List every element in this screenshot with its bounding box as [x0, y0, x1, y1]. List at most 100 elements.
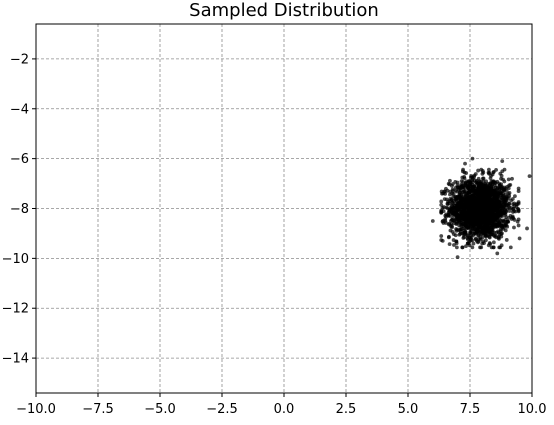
- scatter-point: [472, 230, 477, 234]
- scatter-point: [489, 245, 494, 250]
- scatter-point: [454, 199, 459, 203]
- scatter-point: [496, 213, 500, 218]
- scatter-point: [491, 207, 496, 211]
- scatter-point: [476, 192, 481, 197]
- scatter-point: [500, 169, 505, 174]
- scatter-point: [504, 215, 509, 219]
- scatter-point: [465, 241, 470, 246]
- scatter-point: [516, 223, 521, 228]
- scatter-point: [470, 156, 475, 161]
- scatter-point: [479, 245, 484, 250]
- x-tick-label: 5.0: [398, 402, 419, 417]
- scatter-point: [463, 161, 467, 166]
- scatter-point: [449, 210, 454, 215]
- scatter-point: [467, 189, 472, 194]
- scatter-point: [468, 220, 473, 224]
- scatter-point: [463, 219, 468, 224]
- scatter-point: [463, 189, 468, 193]
- scatter-point: [491, 240, 496, 245]
- x-tick-label: −7.5: [82, 402, 114, 417]
- scatter-point: [461, 231, 466, 235]
- chart-title: Sampled Distribution: [189, 0, 379, 21]
- scatter-point: [501, 219, 506, 224]
- scatter-point: [448, 192, 452, 197]
- scatter-point: [496, 236, 501, 240]
- scatter-point: [508, 245, 513, 250]
- scatter-point: [487, 167, 491, 172]
- scatter-point: [462, 235, 466, 239]
- scatter-point: [469, 174, 474, 178]
- scatter-point: [479, 167, 484, 172]
- scatter-point: [502, 224, 507, 229]
- scatter-point: [459, 192, 464, 197]
- scatter-point: [497, 209, 502, 214]
- scatter-point: [455, 183, 460, 188]
- scatter-point: [502, 198, 506, 203]
- scatter-point: [486, 181, 491, 186]
- scatter-point: [507, 201, 512, 206]
- scatter-point: [451, 232, 456, 237]
- scatter-point: [485, 204, 490, 209]
- scatter-point: [517, 236, 522, 241]
- scatter-point: [503, 228, 508, 233]
- x-tick-label: 0.0: [274, 402, 295, 417]
- scatter-point: [504, 238, 509, 242]
- scatter-point: [459, 209, 464, 213]
- scatter-point: [446, 235, 451, 240]
- scatter-point: [471, 241, 476, 246]
- scatter-point: [490, 227, 494, 232]
- scatter-point: [451, 194, 456, 199]
- scatter-point: [487, 235, 492, 240]
- scatter-point: [480, 223, 485, 228]
- scatter-point: [439, 234, 444, 238]
- scatter-point: [468, 237, 473, 241]
- scatter-point: [488, 241, 493, 246]
- scatter-point: [454, 239, 459, 244]
- scatter-point: [440, 191, 444, 196]
- scatter-point: [444, 214, 449, 219]
- scatter-point: [480, 220, 484, 225]
- scatter-point: [490, 232, 495, 237]
- scatter-point: [482, 194, 487, 199]
- scatter-point: [476, 183, 481, 188]
- scatter-point: [491, 201, 496, 206]
- scatter-point: [472, 173, 477, 178]
- scatter-point: [439, 210, 444, 215]
- scatter-point: [440, 239, 445, 243]
- scatter-point: [468, 180, 473, 185]
- y-tick-label: −6: [10, 152, 29, 167]
- scatter-point: [465, 233, 470, 238]
- scatter-point: [516, 189, 521, 194]
- scatter-point: [476, 168, 481, 173]
- scatter-point: [441, 205, 446, 209]
- scatter-point: [459, 196, 464, 200]
- scatter-point: [439, 202, 444, 207]
- scatter-point: [510, 197, 515, 201]
- scatter-point: [445, 206, 450, 211]
- y-tick-label: −4: [10, 102, 29, 117]
- scatter-point: [491, 180, 496, 185]
- scatter-point: [480, 241, 485, 246]
- scatter-point: [484, 212, 489, 216]
- scatter-point: [503, 211, 507, 216]
- scatter-point: [513, 194, 517, 199]
- y-tick-label: −10: [2, 252, 29, 267]
- scatter-point: [460, 245, 465, 250]
- scatter-point: [505, 224, 510, 229]
- scatter-point: [511, 206, 516, 211]
- scatter-point: [499, 173, 504, 178]
- scatter-point: [459, 179, 464, 184]
- x-tick-label: 7.5: [460, 402, 481, 417]
- scatter-point: [464, 171, 468, 175]
- scatter-point: [512, 225, 516, 230]
- scatter-point: [465, 198, 470, 202]
- scatter-point: [459, 184, 464, 189]
- scatter-point: [467, 194, 471, 199]
- scatter-point: [454, 245, 459, 250]
- x-tick-label: −5.0: [144, 402, 176, 417]
- y-tick-label: −12: [2, 302, 29, 317]
- scatter-point: [455, 189, 459, 194]
- scatter-point: [516, 201, 521, 206]
- scatter-point: [430, 219, 435, 223]
- axes: −10.0 −7.5 −5.0 −2.5 0.0 2.5 5.0 7.5 10.0 −2 −4 −6 −…: [2, 52, 547, 417]
